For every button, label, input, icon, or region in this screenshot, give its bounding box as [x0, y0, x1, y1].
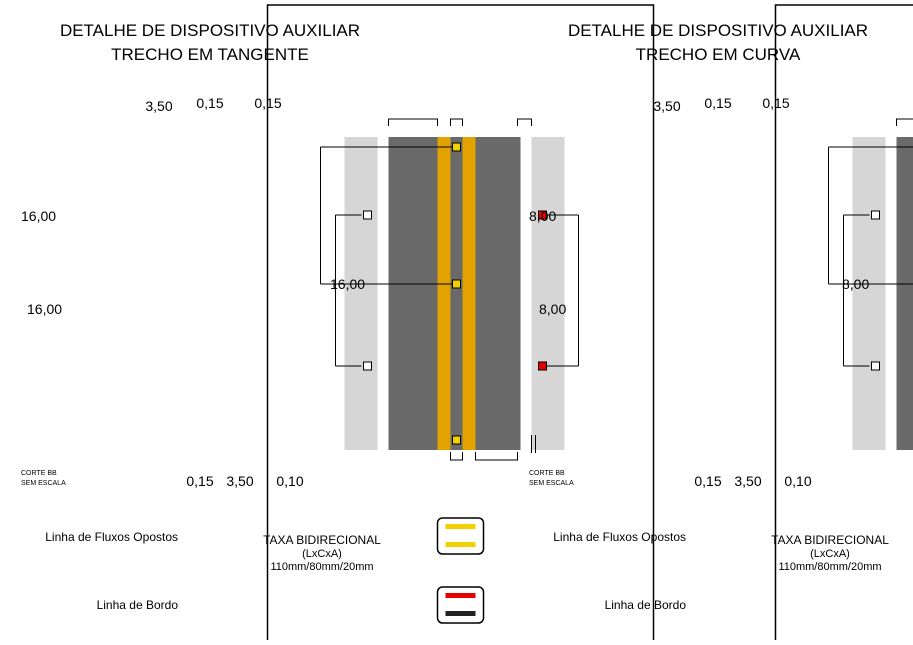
- dim-bottom-lane: 3,50: [226, 473, 253, 489]
- legend-edge-label: Linha de Bordo: [605, 598, 687, 612]
- scale-label: SEM ESCALA: [21, 480, 66, 487]
- dim-right: 8,00: [842, 276, 869, 292]
- tacha-title: TAXA BIDIRECIONAL: [263, 533, 381, 547]
- dim-bottom-edge: 0,10: [784, 473, 811, 489]
- scale-label: SEM ESCALA: [529, 480, 574, 487]
- legend-opposing-label: Linha de Fluxos Opostos: [45, 530, 178, 544]
- legend-opposing-label: Linha de Fluxos Opostos: [553, 530, 686, 544]
- section-label: CORTE BB: [21, 470, 57, 477]
- tacha-size: 110mm/80mm/20mm: [270, 561, 373, 573]
- dim-left-upper: 16,00: [21, 208, 56, 224]
- panel-title-line2: TRECHO EM TANGENTE: [111, 45, 309, 64]
- dim-bottom-lane: 3,50: [734, 473, 761, 489]
- dim-top-lane: 3,50: [653, 98, 680, 114]
- panel-curve: DETALHE DE DISPOSITIVO AUXILIAR TRECHO E…: [529, 5, 913, 640]
- dim-bottom-line: 0,15: [694, 473, 721, 489]
- section-label: CORTE BB: [529, 470, 565, 477]
- dim-top-edge: 0,15: [254, 95, 281, 111]
- dim-bottom-line: 0,15: [186, 473, 213, 489]
- panel-title-line1: DETALHE DE DISPOSITIVO AUXILIAR: [60, 21, 360, 40]
- tacha-title: TAXA BIDIRECIONAL: [771, 533, 889, 547]
- dim-top-edge: 0,15: [762, 95, 789, 111]
- legend-edge-label: Linha de Bordo: [97, 598, 179, 612]
- dim-left-lower: 16,00: [27, 301, 62, 317]
- dim-bottom-edge: 0,10: [276, 473, 303, 489]
- dim-top-lane: 3,50: [145, 98, 172, 114]
- panel-title-line2: TRECHO EM CURVA: [636, 45, 801, 64]
- tacha-dims: (LxCxA): [302, 548, 342, 560]
- dim-left-upper: 8,00: [529, 208, 556, 224]
- dim-top-line: 0,15: [196, 95, 223, 111]
- tacha-dims: (LxCxA): [810, 548, 850, 560]
- panel-tangent: DETALHE DE DISPOSITIVO AUXILIAR TRECHO E…: [21, 5, 654, 640]
- dim-top-line: 0,15: [704, 95, 731, 111]
- dim-left-lower: 8,00: [539, 301, 566, 317]
- tacha-size: 110mm/80mm/20mm: [778, 561, 881, 573]
- panel-title-line1: DETALHE DE DISPOSITIVO AUXILIAR: [568, 21, 868, 40]
- dim-right: 16,00: [330, 276, 365, 292]
